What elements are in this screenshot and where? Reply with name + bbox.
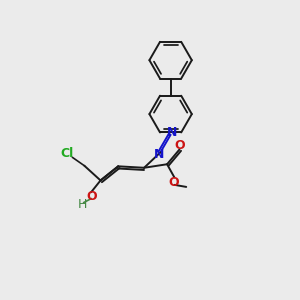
Text: Cl: Cl: [61, 147, 74, 160]
Text: O: O: [86, 190, 97, 203]
Text: H: H: [78, 198, 88, 211]
Text: O: O: [174, 139, 185, 152]
Text: N: N: [167, 126, 177, 139]
Text: O: O: [169, 176, 179, 189]
Text: N: N: [154, 148, 164, 161]
